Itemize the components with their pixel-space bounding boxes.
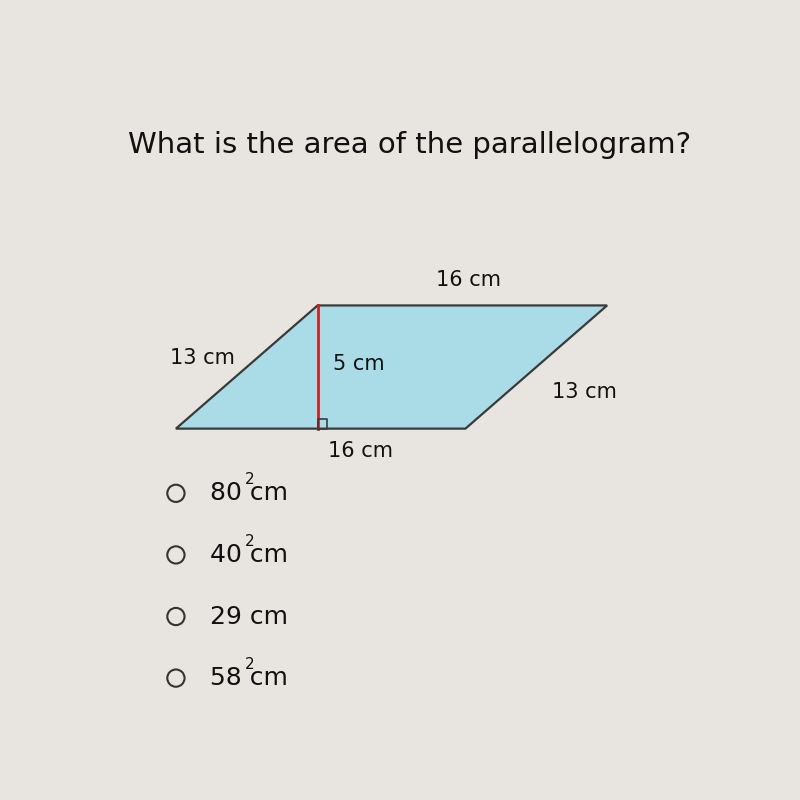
Text: 80 cm: 80 cm — [210, 482, 288, 506]
Text: 29 cm: 29 cm — [210, 605, 288, 629]
Text: 2: 2 — [246, 534, 255, 549]
Text: 5 cm: 5 cm — [333, 354, 385, 374]
Text: 2: 2 — [246, 657, 255, 672]
Text: 16 cm: 16 cm — [328, 441, 394, 461]
Text: 16 cm: 16 cm — [436, 270, 501, 290]
Text: 13 cm: 13 cm — [170, 348, 234, 368]
Text: 2: 2 — [246, 472, 255, 487]
Text: 13 cm: 13 cm — [552, 382, 617, 402]
Text: What is the area of the parallelogram?: What is the area of the parallelogram? — [129, 131, 691, 159]
Text: 40 cm: 40 cm — [210, 543, 288, 567]
Text: 58 cm: 58 cm — [210, 666, 288, 690]
Polygon shape — [176, 306, 607, 429]
